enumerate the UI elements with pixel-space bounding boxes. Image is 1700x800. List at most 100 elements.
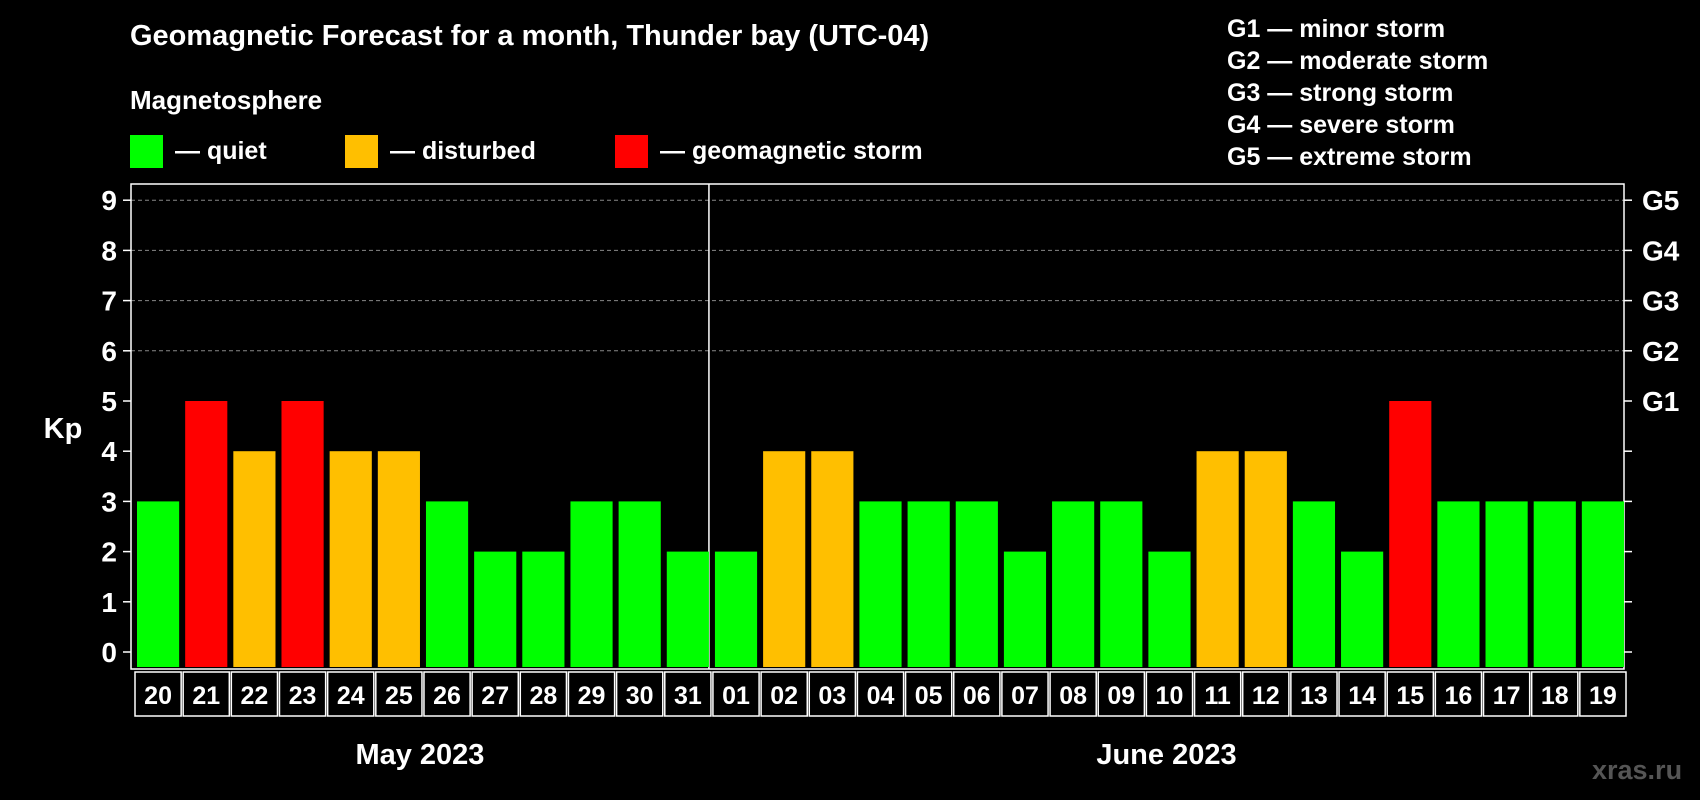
month-label-1: June 2023 <box>1096 739 1236 771</box>
date-label-30: 30 <box>626 682 654 710</box>
g2-legend: G2 — moderate storm <box>1227 47 1489 75</box>
kp-bar-21 <box>185 401 228 667</box>
date-label-box <box>1482 671 1531 717</box>
kp-bar-02 <box>763 451 806 667</box>
y-tick-label: 3 <box>101 486 117 517</box>
date-label-box <box>615 671 664 717</box>
date-label-15: 15 <box>1396 682 1424 710</box>
kp-bar-03 <box>811 451 854 667</box>
y-tick-label: 4 <box>101 436 117 467</box>
date-label-box <box>134 671 182 717</box>
date-label-box <box>375 671 423 717</box>
date-label-16: 16 <box>1445 682 1473 710</box>
activity-legend: — quiet — disturbed — geomagnetic storm <box>130 134 923 168</box>
date-label-box <box>808 671 857 717</box>
legend-quiet-label: — quiet <box>175 136 267 165</box>
y-tick-label: 9 <box>101 185 117 216</box>
kp-bar-09 <box>1100 501 1143 667</box>
kp-bar-16 <box>1437 501 1480 667</box>
kp-bar-19 <box>1581 501 1624 667</box>
g-scale-label: G4 <box>1642 235 1680 266</box>
month-label-0: May 2023 <box>355 739 484 771</box>
date-label-08: 08 <box>1059 682 1087 710</box>
kp-bar-22 <box>233 451 276 667</box>
date-label-box <box>423 671 471 717</box>
g-scale-label: G2 <box>1642 336 1679 367</box>
date-label-box <box>519 671 568 717</box>
date-label-box <box>1579 671 1627 717</box>
quiet-swatch <box>130 134 163 168</box>
date-label-box <box>182 671 231 717</box>
kp-bar-04 <box>859 501 902 667</box>
legend-disturbed: — disturbed <box>345 134 615 168</box>
date-label-11: 11 <box>1204 682 1231 710</box>
legend-subtitle: Magnetosphere <box>130 85 323 115</box>
date-label-box <box>904 671 953 717</box>
g3-legend: G3 — strong storm <box>1227 79 1454 107</box>
kp-bar-31 <box>666 551 709 667</box>
date-label-box <box>1386 671 1435 717</box>
date-label-19: 19 <box>1589 682 1617 710</box>
date-label-27: 27 <box>481 682 509 710</box>
g-scale-label: G1 <box>1642 386 1679 417</box>
y-tick-label: 2 <box>101 537 117 568</box>
kp-bar-13 <box>1292 501 1336 667</box>
date-label-box <box>856 671 905 717</box>
kp-bar-17 <box>1485 501 1528 667</box>
date-label-02: 02 <box>770 682 798 710</box>
y-tick-label: 8 <box>101 235 117 266</box>
date-label-03: 03 <box>818 682 846 710</box>
legend-storm: — geomagnetic storm <box>615 134 923 168</box>
date-label-box <box>1290 671 1338 717</box>
date-label-box <box>952 671 1001 717</box>
date-label-12: 12 <box>1252 682 1280 710</box>
date-label-box <box>1049 671 1097 717</box>
kp-bar-06 <box>955 501 998 667</box>
y-tick-label: 6 <box>101 336 117 367</box>
date-label-box <box>1001 671 1049 717</box>
date-label-box <box>664 671 712 717</box>
date-label-box <box>1193 671 1242 717</box>
g-scale-label: G3 <box>1642 286 1679 317</box>
disturbed-swatch <box>345 134 378 168</box>
date-label-01: 01 <box>722 682 750 710</box>
date-label-29: 29 <box>578 682 606 710</box>
date-label-18: 18 <box>1541 682 1569 710</box>
kp-bar-30 <box>618 501 661 667</box>
kp-bar-08 <box>1052 501 1095 667</box>
date-label-box <box>1097 671 1146 717</box>
date-label-25: 25 <box>385 682 413 710</box>
kp-bar-07 <box>1003 551 1047 667</box>
kp-bar-28 <box>522 551 565 667</box>
g5-legend: G5 — extreme storm <box>1227 143 1472 171</box>
date-label-26: 26 <box>433 682 461 710</box>
date-label-22: 22 <box>240 682 268 710</box>
kp-bar-11 <box>1196 451 1239 667</box>
date-label-box <box>230 671 279 717</box>
date-label-13: 13 <box>1300 682 1328 710</box>
g-scale-label: G5 <box>1642 185 1679 216</box>
date-label-20: 20 <box>144 682 172 710</box>
date-label-box <box>712 671 760 717</box>
kp-bar-25 <box>377 451 420 667</box>
plot-frame <box>130 183 1625 670</box>
kp-bar-15 <box>1389 401 1432 667</box>
kp-bar-18 <box>1533 501 1576 667</box>
date-label-box <box>1145 671 1194 717</box>
y-tick-label: 7 <box>101 286 117 317</box>
date-label-06: 06 <box>963 682 991 710</box>
y-tick-label: 5 <box>101 386 117 417</box>
date-label-07: 07 <box>1011 682 1039 710</box>
date-label-box <box>760 671 809 717</box>
date-label-31: 31 <box>674 682 702 710</box>
kp-bar-05 <box>907 501 950 667</box>
date-label-box <box>1338 671 1386 717</box>
date-label-24: 24 <box>337 682 365 710</box>
date-label-17: 17 <box>1493 682 1521 710</box>
kp-bar-27 <box>474 551 517 667</box>
g1-legend: G1 — minor storm <box>1227 15 1446 43</box>
kp-bar-01 <box>714 551 758 667</box>
y-tick-label: 0 <box>101 637 117 668</box>
date-label-14: 14 <box>1348 682 1376 710</box>
